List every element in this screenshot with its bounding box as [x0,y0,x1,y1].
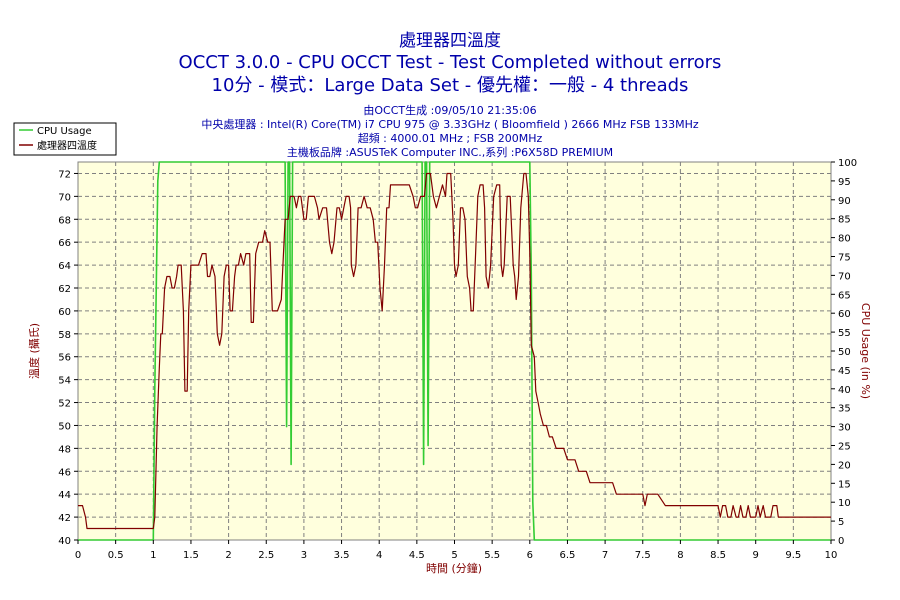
x-tick-label: 6.5 [559,550,575,561]
y-right-tick-label: 60 [838,309,851,320]
y-left-tick-label: 70 [58,192,71,203]
legend-label-cpu-usage: CPU Usage [37,126,92,137]
y-right-tick-label: 55 [838,328,851,339]
y-left-tick-label: 56 [58,353,71,364]
x-tick-label: 9 [753,550,759,561]
y-left-tick-label: 52 [58,399,71,410]
x-tick-label: 7.5 [635,550,651,561]
y-left-tick-label: 72 [58,169,71,180]
legend: CPU Usage 處理器四溫度 [13,122,117,156]
y-right-tick-label: 15 [838,479,851,490]
y-left-tick-label: 50 [58,421,71,432]
y-right-tick-label: 75 [838,253,851,264]
y-right-tick-label: 80 [838,234,851,245]
y-right-tick-label: 45 [838,366,851,377]
y-left-tick-label: 60 [58,307,71,318]
y-left-tick-label: 66 [58,238,71,249]
x-axis-label: 時間 (分鐘) [426,561,482,575]
y-left-tick-label: 64 [58,261,71,272]
x-tick-label: 7 [602,550,608,561]
y-left-tick-label: 44 [58,490,71,501]
y-right-tick-label: 90 [838,196,851,207]
y-left-tick-label: 68 [58,215,71,226]
y-right-tick-label: 25 [838,442,851,453]
y-axis-label-right: CPU Usage (in %) [859,303,872,399]
y-right-tick-label: 50 [838,347,851,358]
y-right-tick-label: 85 [838,215,851,226]
chart-title: 處理器四溫度 [399,31,501,51]
info-line-2: 中央處理器 : Intel(R) Core(TM) i7 CPU 975 @ 3… [201,117,699,131]
x-tick-label: 6 [527,550,533,561]
x-tick-label: 3.5 [334,550,350,561]
y-left-tick-label: 48 [58,444,71,455]
x-tick-label: 3 [301,550,307,561]
y-right-tick-label: 10 [838,498,851,509]
x-tick-label: 2 [225,550,231,561]
y-right-tick-label: 65 [838,290,851,301]
y-left-tick-label: 58 [58,330,71,341]
x-tick-label: 1.5 [183,550,199,561]
series-line-cpu-usage [78,161,831,541]
info-line-3: 超頻 : 4000.01 MHz ; FSB 200MHz [358,131,543,145]
x-tick-label: 0 [75,550,81,561]
x-tick-label: 1 [150,550,156,561]
y-left-tick-label: 42 [58,513,71,524]
series-line-temperature [78,172,831,530]
x-tick-label: 9.5 [785,550,801,561]
x-tick-label: 4.5 [409,550,425,561]
x-tick-label: 0.5 [108,550,124,561]
x-tick-label: 4 [376,550,382,561]
grid [78,162,831,540]
y-right-tick-label: 100 [838,158,857,169]
x-tick-label: 8.5 [710,550,726,561]
y-left-tick-label: 54 [58,376,71,387]
y-left-tick-label: 40 [58,536,71,547]
y-right-tick-label: 0 [838,536,844,547]
series-layer [78,161,831,541]
chart-subtitle-1: OCCT 3.0.0 - CPU OCCT Test - Test Comple… [179,52,722,73]
x-tick-label: 10 [825,550,838,561]
y-right-tick-label: 20 [838,460,851,471]
y-right-tick-label: 40 [838,385,851,396]
x-tick-label: 5 [451,550,457,561]
y-right-tick-label: 30 [838,423,851,434]
y-right-tick-label: 5 [838,517,844,528]
y-axis-label-left: 溫度 (攝氏) [27,323,41,379]
chart-subtitle-2: 10分 - 模式：Large Data Set - 優先權：一般 - 4 thr… [212,75,689,96]
legend-label-temperature: 處理器四溫度 [37,139,97,152]
y-left-tick-label: 46 [58,467,71,478]
y-right-tick-label: 35 [838,404,851,415]
y-left-tick-label: 62 [58,284,71,295]
y-right-tick-label: 70 [838,271,851,282]
info-line-1: 由OCCT生成 :09/05/10 21:35:06 [363,103,536,117]
info-line-4: 主機板品牌 :ASUSTeK Computer INC.,系列 :P6X58D … [287,145,613,159]
x-tick-label: 8 [677,550,683,561]
y-right-tick-label: 95 [838,177,851,188]
legend-box [13,122,117,156]
axes: 0 0.5 1 1.5 2 2.5 3 3.5 4 4.5 5 5.5 6 6.5 7 7.5 8 8.5 9 9.5… [58,158,857,561]
x-tick-label: 2.5 [258,550,274,561]
x-tick-label: 5.5 [484,550,500,561]
